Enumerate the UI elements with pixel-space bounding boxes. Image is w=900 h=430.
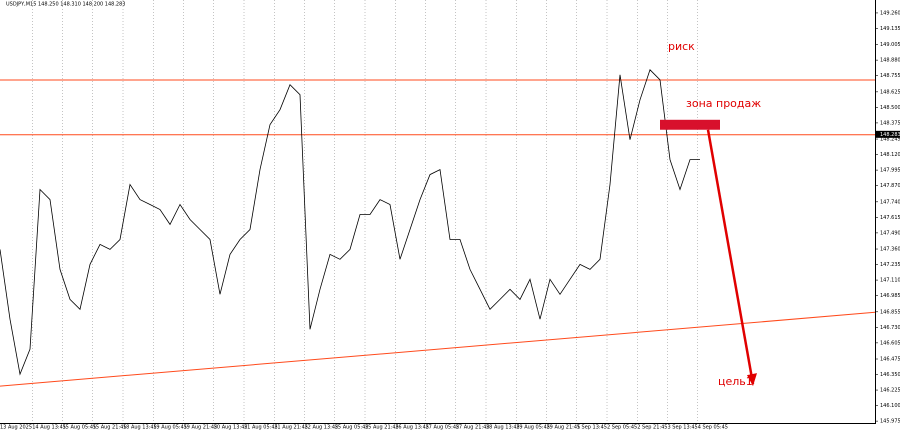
x-tick-label: 19 Aug 05:45 <box>153 425 187 430</box>
y-tick-label: 147.870 <box>880 183 900 189</box>
y-tick-label: 148.120 <box>880 152 900 158</box>
y-tick-label: 149.260 <box>880 10 900 16</box>
y-tick-label: 147.360 <box>880 247 900 253</box>
y-tick-label: 146.730 <box>880 325 900 331</box>
annotation: зона продаж <box>686 97 761 110</box>
annotation: цель1 <box>718 375 753 388</box>
x-tick-label: 25 Aug 21:45 <box>365 425 399 430</box>
y-tick-label: 146.225 <box>880 388 900 394</box>
y-tick-label: 149.135 <box>880 26 900 32</box>
y-tick-label: 147.235 <box>880 262 900 268</box>
x-tick-label: 4 Sep 05:45 <box>698 425 728 430</box>
price-tag-label: 148.283 <box>880 132 900 138</box>
y-tick-label: 146.100 <box>880 403 900 409</box>
y-tick-label: 148.375 <box>880 120 900 126</box>
y-tick-label: 148.245 <box>880 137 900 143</box>
x-tick-label: 28 Aug 13:45 <box>486 425 520 430</box>
x-tick-label: 29 Aug 05:45 <box>516 425 550 430</box>
y-tick-label: 146.475 <box>880 357 900 363</box>
sell-zone <box>660 119 720 130</box>
x-tick-label: 14 Aug 13:45 <box>32 425 66 430</box>
x-tick-label: 15 Aug 05:45 <box>63 425 97 430</box>
y-tick-label: 146.855 <box>880 309 900 315</box>
x-tick-label: 27 Aug 21:45 <box>456 425 490 430</box>
y-tick-label: 147.995 <box>880 168 900 174</box>
y-tick-label: 148.755 <box>880 73 900 79</box>
trend-line <box>0 311 876 387</box>
price-line <box>0 69 700 376</box>
x-tick-label: 2 Sep 21:45 <box>637 425 667 430</box>
y-tick-label: 147.615 <box>880 215 900 221</box>
chart-title: USDJPY,M15 148.250 148.310 148.200 148.2… <box>6 2 125 8</box>
x-tick-label: 13 Aug 2025 <box>0 425 32 430</box>
x-tick-label: 25 Aug 05:45 <box>335 425 369 430</box>
x-tick-label: 22 Aug 13:45 <box>305 425 339 430</box>
x-tick-label: 1 Sep 13:45 <box>577 425 607 430</box>
price-tag <box>875 130 900 138</box>
y-tick-label: 145.975 <box>880 419 900 425</box>
x-tick-label: 21 Aug 21:45 <box>274 425 308 430</box>
x-tick-label: 29 Aug 21:45 <box>547 425 581 430</box>
x-tick-label: 21 Aug 05:45 <box>244 425 278 430</box>
x-tick-label: 19 Aug 21:45 <box>184 425 218 430</box>
x-tick-label: 3 Sep 13:45 <box>668 425 698 430</box>
y-tick-label: 147.110 <box>880 278 900 284</box>
x-tick-label: 2 Sep 05:45 <box>607 425 637 430</box>
y-tick-label: 148.625 <box>880 89 900 95</box>
annotation: риск <box>668 40 695 53</box>
y-tick-label: 148.500 <box>880 105 900 111</box>
y-tick-label: 147.740 <box>880 199 900 205</box>
y-tick-label: 146.985 <box>880 293 900 299</box>
x-tick-label: 27 Aug 05:45 <box>426 425 460 430</box>
y-tick-label: 148.880 <box>880 58 900 64</box>
target-arrow <box>706 129 755 385</box>
x-tick-label: 18 Aug 13:45 <box>123 425 157 430</box>
y-tick-label: 146.350 <box>880 372 900 378</box>
x-tick-label: 20 Aug 13:45 <box>214 425 248 430</box>
arrow-head <box>747 373 757 387</box>
y-tick-label: 149.005 <box>880 42 900 48</box>
y-tick-label: 146.605 <box>880 340 900 346</box>
y-tick-label: 147.490 <box>880 230 900 236</box>
x-tick-label: 26 Aug 13:45 <box>395 425 429 430</box>
x-tick-label: 15 Aug 21:45 <box>93 425 127 430</box>
